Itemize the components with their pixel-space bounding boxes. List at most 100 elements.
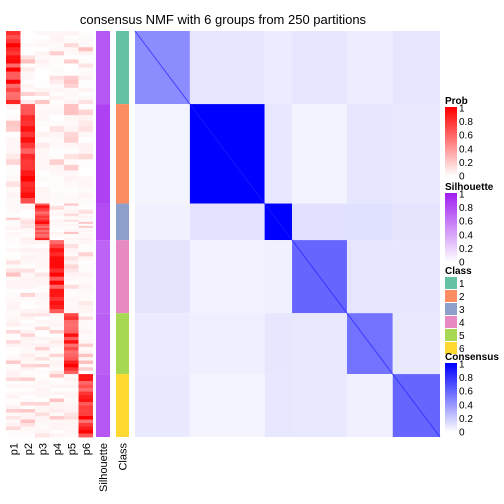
consensus-block — [135, 374, 190, 437]
prob-cell — [6, 256, 21, 261]
prob-cell — [64, 100, 79, 105]
prob-cell — [64, 330, 79, 334]
prob-cell — [6, 43, 21, 48]
consensus-block — [135, 104, 190, 204]
prob-cell — [64, 377, 79, 382]
consensus-block — [264, 374, 293, 437]
prob-cell — [6, 115, 21, 122]
prob-cell — [64, 284, 79, 290]
prob-cell — [35, 213, 50, 217]
prob-cell — [35, 231, 50, 235]
prob-cell — [20, 330, 35, 334]
prob-cell — [64, 198, 79, 204]
prob-cell — [35, 409, 50, 413]
prob-cell — [64, 340, 79, 345]
prob-cell — [64, 360, 79, 365]
prob-cell — [78, 240, 93, 245]
prob-cell — [35, 192, 50, 199]
legend-tick: 0 — [459, 428, 465, 439]
prob-cell — [35, 248, 50, 253]
prob-cell — [35, 405, 50, 410]
prob-cell — [6, 276, 21, 282]
prob-cell — [6, 91, 21, 97]
prob-cell — [35, 211, 50, 215]
prob-cell — [78, 229, 93, 233]
prob-column-label: p3 — [37, 443, 49, 455]
prob-cell — [78, 131, 93, 138]
prob-cell — [20, 153, 35, 160]
prob-cell — [6, 207, 21, 211]
prob-cell — [64, 159, 79, 166]
prob-cell — [49, 423, 64, 427]
prob-cell — [20, 276, 35, 282]
prob-cell — [35, 391, 50, 396]
prob-column-label: p4 — [52, 443, 64, 455]
prob-cell — [20, 256, 35, 261]
prob-cell — [49, 391, 64, 396]
prob-cell — [49, 238, 64, 241]
consensus-block — [292, 104, 347, 204]
prob-cell — [49, 91, 64, 97]
consensus-block — [189, 374, 265, 437]
prob-cell — [49, 347, 64, 351]
prob-cell — [20, 402, 35, 406]
prob-cell — [64, 240, 79, 245]
prob-cell — [6, 333, 21, 338]
prob-cell — [64, 433, 79, 438]
prob-cell — [64, 244, 79, 249]
prob-cell — [35, 272, 50, 278]
prob-cell — [78, 309, 93, 314]
prob-cell — [20, 234, 35, 237]
prob-cell — [49, 330, 64, 334]
prob-cell — [6, 137, 21, 144]
prob-cell — [6, 300, 21, 306]
prob-cell — [20, 159, 35, 166]
legend-tick: 0.2 — [459, 244, 473, 255]
prob-cell — [49, 225, 64, 229]
prob-cell — [49, 384, 64, 389]
prob-cell — [64, 423, 79, 427]
prob-cell — [35, 313, 50, 317]
consensus-block — [264, 313, 293, 375]
prob-cell — [20, 419, 35, 424]
prob-cell — [35, 377, 50, 382]
prob-cell — [20, 59, 35, 64]
prob-cell — [6, 309, 21, 314]
prob-cell — [49, 248, 64, 253]
prob-cell — [6, 426, 21, 431]
prob-cell — [6, 384, 21, 389]
prob-cell — [20, 231, 35, 235]
prob-cell — [20, 219, 35, 223]
prob-cell — [35, 300, 50, 306]
prob-cell — [49, 35, 64, 40]
prob-cell — [64, 236, 79, 239]
prob-cell — [20, 137, 35, 144]
prob-cell — [20, 79, 35, 85]
prob-cell — [64, 63, 79, 68]
prob-cell — [64, 35, 79, 40]
column-labels: p1 p2 p3 p4 p5 p6 Silhouette Class — [8, 443, 129, 492]
prob-cell — [64, 51, 79, 56]
prob-cell — [20, 384, 35, 389]
prob-cell — [35, 198, 50, 204]
prob-cell — [78, 353, 93, 358]
consensus-block — [189, 31, 265, 105]
legend-item-label: 5 — [459, 331, 465, 342]
prob-cell — [6, 292, 21, 298]
class-segment — [116, 313, 129, 375]
prob-cell — [35, 343, 50, 348]
prob-cell — [20, 395, 35, 399]
prob-cell — [49, 209, 64, 213]
prob-cell — [35, 51, 50, 56]
prob-cell — [49, 377, 64, 382]
prob-cell — [20, 126, 35, 133]
prob-cell — [78, 305, 93, 310]
prob-cell — [78, 350, 93, 355]
prob-cell — [20, 248, 35, 253]
prob-cell — [6, 313, 21, 317]
prob-cell — [35, 423, 50, 427]
prob-cell — [78, 252, 93, 257]
consensus-block — [392, 313, 440, 375]
consensus-block — [392, 104, 440, 204]
